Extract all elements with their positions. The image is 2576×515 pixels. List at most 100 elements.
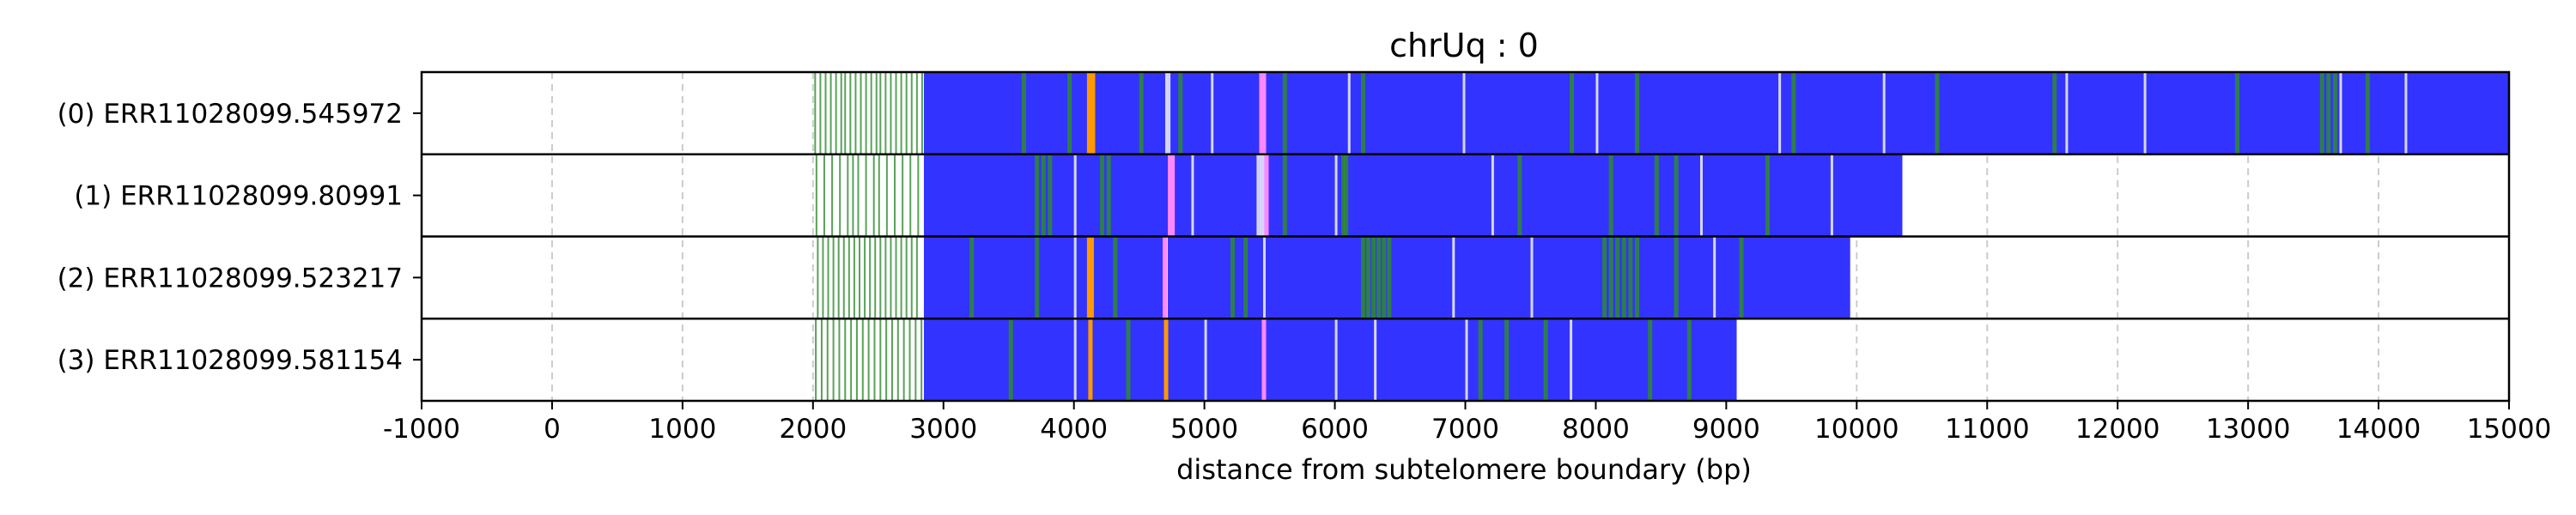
variant-mark-white [1492, 154, 1494, 237]
sparse-variant-mark [838, 318, 840, 401]
variant-mark-white [1165, 72, 1168, 154]
variant-mark-white [2065, 72, 2068, 154]
variant-mark-white [1452, 237, 1455, 319]
variant-mark-green [2366, 72, 2370, 154]
variant-mark-green [1791, 72, 1795, 154]
sparse-variant-mark [868, 318, 870, 401]
sparse-variant-mark [901, 72, 902, 154]
sparse-variant-mark [873, 318, 875, 401]
variant-mark-green [1609, 154, 1613, 237]
sparse-variant-mark [916, 72, 918, 154]
variant-mark-green [2326, 72, 2330, 154]
variant-mark-green [1067, 72, 1072, 154]
variant-mark-white [1211, 72, 1213, 154]
x-tick-label: 13000 [2206, 414, 2291, 445]
variant-mark-pink [1261, 72, 1266, 154]
sparse-variant-mark [824, 72, 826, 154]
sparse-variant-mark [911, 237, 913, 319]
sparse-variant-mark [841, 72, 842, 154]
sparse-variant-mark [833, 237, 835, 319]
variant-mark-green [2052, 72, 2057, 154]
variant-mark-orange [1164, 318, 1169, 401]
variant-mark-white [1074, 237, 1077, 319]
sparse-variant-mark [920, 318, 922, 401]
variant-mark-green [1100, 154, 1104, 237]
variant-mark-pink [1163, 237, 1167, 319]
variant-mark-green [1635, 72, 1639, 154]
read-row [817, 237, 1850, 319]
sparse-variant-mark [879, 72, 881, 154]
sparse-variant-mark [906, 72, 908, 154]
sparse-variant-mark [843, 237, 845, 319]
sparse-variant-mark [909, 154, 911, 237]
sparse-variant-mark [890, 237, 891, 319]
variant-mark-green [1765, 154, 1770, 237]
variant-mark-white [1259, 154, 1261, 237]
variant-mark-green [1687, 318, 1692, 401]
variant-mark-white [1348, 72, 1351, 154]
variant-mark-green [1139, 72, 1144, 154]
variant-mark-white [2404, 72, 2407, 154]
variant-mark-green [1517, 154, 1522, 237]
sparse-variant-mark [896, 237, 897, 319]
variant-mark-white [1263, 237, 1266, 319]
sparse-variant-mark [878, 154, 880, 237]
variant-mark-green [1230, 237, 1235, 319]
variant-mark-green [1283, 154, 1287, 237]
variant-mark-green [1504, 318, 1509, 401]
sparse-variant-mark [879, 318, 881, 401]
variant-mark-white [1466, 318, 1468, 401]
sparse-variant-mark [921, 72, 923, 154]
sparse-variant-mark [828, 237, 829, 319]
variant-mark-white [1778, 72, 1781, 154]
variant-mark-green [1048, 154, 1052, 237]
sparse-variant-mark [886, 154, 888, 237]
variant-mark-white [1191, 154, 1194, 237]
variant-mark-white [1883, 72, 1886, 154]
sparse-variant-mark [866, 154, 867, 237]
variant-mark-green [1283, 72, 1287, 154]
repeat-block [924, 72, 2509, 154]
variant-mark-green [1674, 237, 1679, 319]
variant-mark-white [1074, 318, 1077, 401]
sparse-variant-mark [830, 72, 832, 154]
repeat-block [924, 154, 1903, 237]
variant-mark-green [1371, 237, 1376, 319]
sparse-variant-mark [903, 318, 905, 401]
variant-mark-green [969, 237, 974, 319]
variant-mark-pink [1265, 154, 1269, 237]
sparse-variant-mark [847, 154, 848, 237]
variant-mark-white [1374, 318, 1376, 401]
variant-mark-green [1035, 237, 1039, 319]
sparse-variant-mark [902, 154, 903, 237]
sparse-variant-mark [917, 154, 919, 237]
variant-mark-green [1622, 237, 1626, 319]
sparse-variant-mark [890, 72, 891, 154]
sparse-variant-mark [850, 318, 852, 401]
sparse-variant-mark [815, 318, 817, 401]
variant-mark-green [1035, 154, 1039, 237]
sparse-variant-mark [884, 72, 886, 154]
x-tick-label: 12000 [2075, 414, 2160, 445]
x-tick-label: 7000 [1431, 414, 1499, 445]
read-row [815, 318, 1736, 401]
variant-mark-white [1256, 154, 1259, 237]
sparse-variant-mark [901, 237, 902, 319]
variant-mark-green [2333, 72, 2337, 154]
x-tick-label: 0 [544, 414, 561, 445]
read-label: (0) ERR11028099.545972 [58, 99, 403, 130]
sparse-variant-mark [856, 318, 858, 401]
repeat-block [924, 318, 1737, 401]
variant-mark-green [1674, 154, 1679, 237]
sparse-variant-mark [911, 72, 913, 154]
x-tick-label: 4000 [1040, 414, 1108, 445]
read-label: (2) ERR11028099.523217 [58, 263, 403, 294]
sparse-variant-mark [916, 237, 918, 319]
sparse-variant-mark [852, 154, 854, 237]
sparse-variant-mark [876, 72, 878, 154]
variant-mark-green [2320, 72, 2324, 154]
sparse-variant-mark [859, 237, 860, 319]
sparse-variant-mark [894, 154, 896, 237]
variant-mark-green [1361, 72, 1365, 154]
